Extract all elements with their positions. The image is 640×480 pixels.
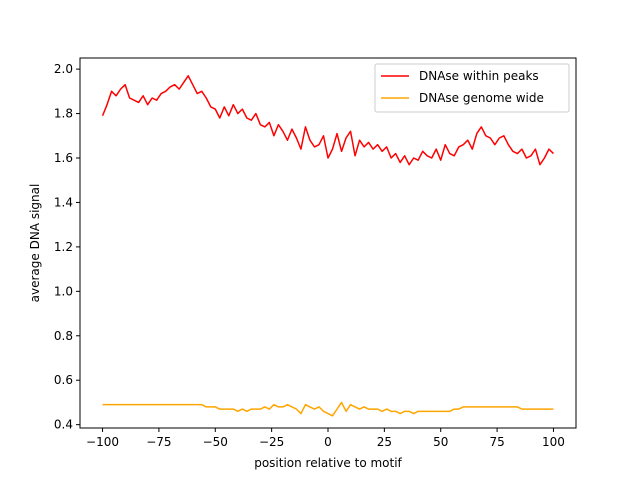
x-tick-label: 100	[542, 435, 565, 449]
legend-label-within-peaks: DNAse within peaks	[419, 69, 539, 83]
y-tick-label: 1.0	[54, 284, 73, 298]
x-tick-label: −50	[203, 435, 228, 449]
y-tick-label: 2.0	[54, 62, 73, 76]
plot-area	[80, 58, 576, 428]
x-tick-label: 25	[377, 435, 392, 449]
x-tick-label: −25	[259, 435, 284, 449]
x-tick-label: 0	[324, 435, 332, 449]
y-tick-label: 1.8	[54, 107, 73, 121]
x-axis-ticks: −100 −75 −50 −25 0 25 50 75 100	[86, 428, 565, 449]
x-axis-label: position relative to motif	[254, 456, 402, 470]
y-tick-label: 1.6	[54, 151, 73, 165]
legend: DNAse within peaks DNAse genome wide	[374, 63, 570, 113]
legend-label-genome-wide: DNAse genome wide	[419, 91, 544, 105]
y-tick-label: 1.2	[54, 240, 73, 254]
series-line-dnase-within-peaks	[101, 75, 554, 166]
y-axis-label: average DNA signal	[28, 184, 42, 303]
y-tick-label: 0.6	[54, 373, 73, 387]
x-tick-label: −75	[146, 435, 171, 449]
x-tick-label: −100	[86, 435, 119, 449]
series-line-dnase-genome-wide	[102, 401, 554, 417]
y-tick-label: 0.8	[54, 329, 73, 343]
series-layer	[101, 75, 554, 417]
y-axis-ticks: 0.4 0.6 0.8 1.0 1.2 1.4 1.6 1.8 2.0	[54, 62, 80, 432]
y-tick-label: 0.4	[54, 418, 73, 432]
legend-box	[374, 63, 570, 113]
y-tick-label: 1.4	[54, 195, 73, 209]
x-tick-label: 75	[489, 435, 504, 449]
x-tick-label: 50	[433, 435, 448, 449]
